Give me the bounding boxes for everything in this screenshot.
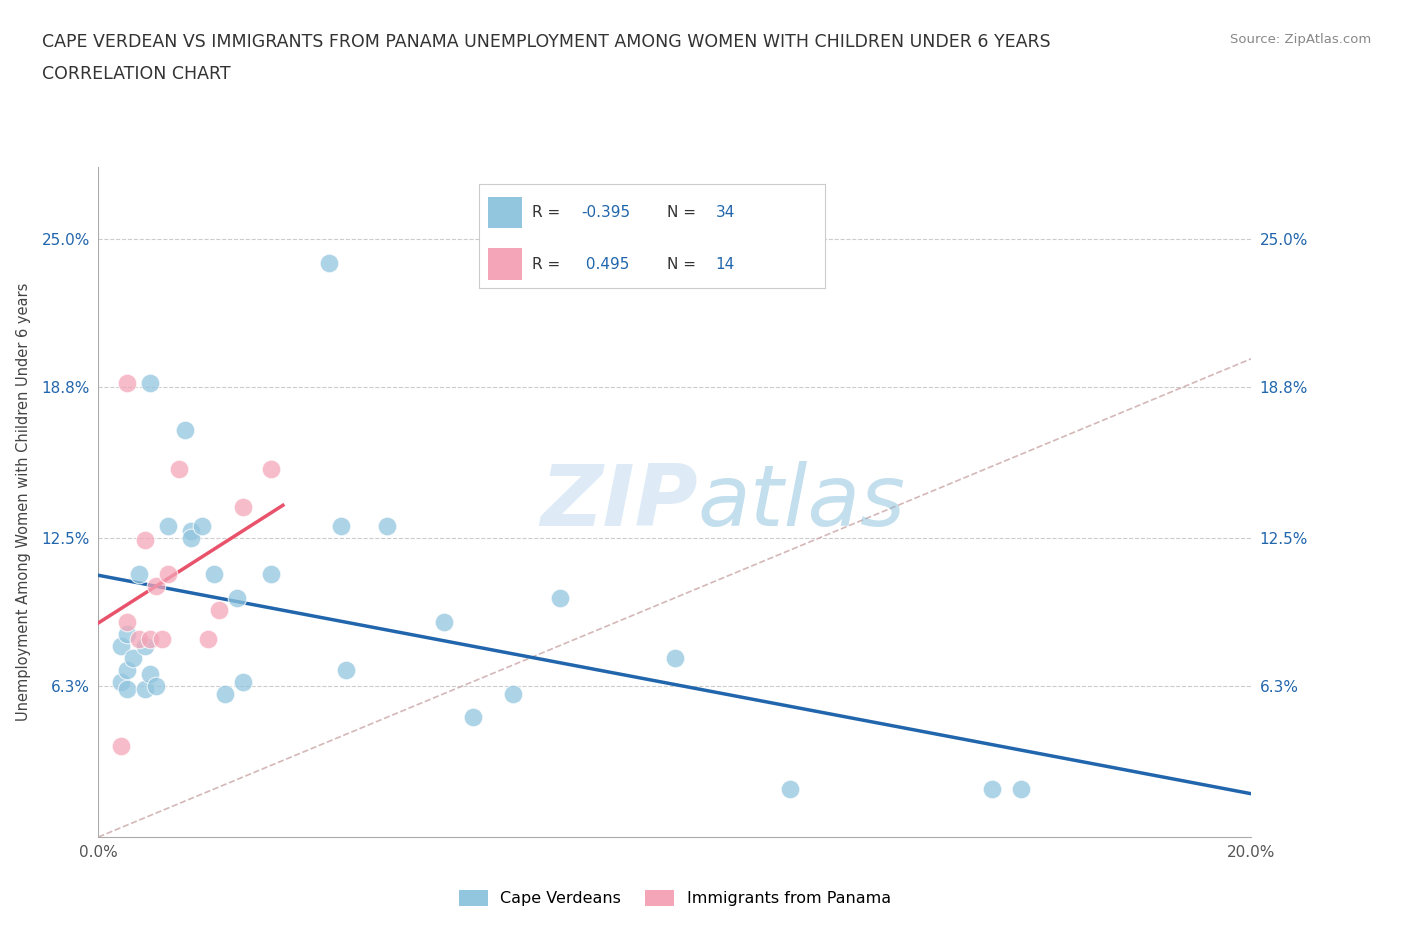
Point [502, 686, 524, 701]
Point [110, 738, 132, 753]
Point [156, 566, 179, 581]
Legend: Cape Verdeans, Immigrants from Panama: Cape Verdeans, Immigrants from Panama [453, 884, 897, 912]
Point [335, 662, 357, 677]
Point [117, 662, 139, 677]
Point [548, 591, 571, 605]
Point [231, 499, 254, 514]
Text: Source: ZipAtlas.com: Source: ZipAtlas.com [1230, 33, 1371, 46]
Point [117, 626, 139, 641]
Point [1010, 782, 1032, 797]
Point [117, 615, 139, 630]
Point [191, 519, 214, 534]
Point [117, 682, 139, 697]
Point [139, 631, 162, 646]
Point [664, 650, 686, 665]
Point [128, 631, 150, 646]
Point [433, 615, 456, 630]
Point [174, 423, 197, 438]
Y-axis label: Unemployment Among Women with Children Under 6 years: Unemployment Among Women with Children U… [15, 283, 31, 722]
Point [180, 524, 202, 538]
Point [122, 650, 145, 665]
Point [167, 461, 190, 476]
Point [202, 566, 225, 581]
Point [110, 638, 132, 653]
Point [110, 674, 132, 689]
Point [156, 519, 179, 534]
Text: CAPE VERDEAN VS IMMIGRANTS FROM PANAMA UNEMPLOYMENT AMONG WOMEN WITH CHILDREN UN: CAPE VERDEAN VS IMMIGRANTS FROM PANAMA U… [42, 33, 1050, 50]
Point [150, 631, 173, 646]
Point [117, 375, 139, 390]
Point [197, 631, 219, 646]
Point [134, 533, 156, 548]
Point [214, 686, 236, 701]
Point [981, 782, 1004, 797]
Point [208, 603, 231, 618]
Point [134, 682, 156, 697]
Point [779, 782, 801, 797]
Point [139, 667, 162, 682]
Point [139, 375, 162, 390]
Point [231, 674, 254, 689]
Point [461, 710, 484, 724]
Point [260, 566, 283, 581]
Point [145, 679, 167, 694]
Point [318, 256, 340, 271]
Point [260, 461, 283, 476]
Point [329, 519, 352, 534]
Point [225, 591, 247, 605]
Text: CORRELATION CHART: CORRELATION CHART [42, 65, 231, 83]
Point [128, 566, 150, 581]
Point [145, 578, 167, 593]
Point [375, 519, 398, 534]
Text: atlas: atlas [697, 460, 905, 544]
Point [180, 531, 202, 546]
Text: ZIP: ZIP [540, 460, 697, 544]
Point [134, 638, 156, 653]
